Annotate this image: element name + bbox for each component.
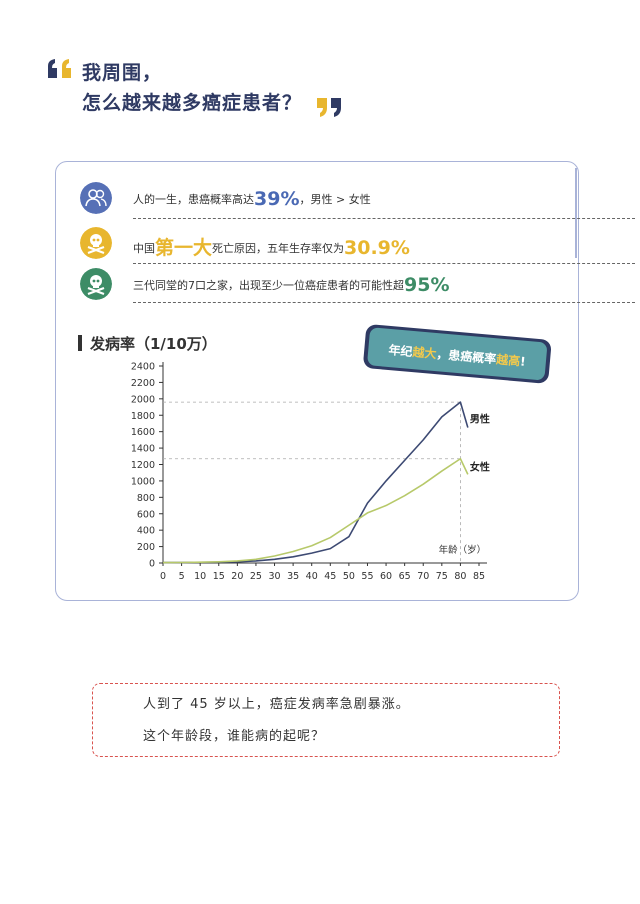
x-tick-label: 75 [436, 571, 448, 582]
y-tick-label: 1800 [131, 411, 155, 422]
chart-title-text: 发病率（1/10万） [90, 335, 217, 353]
banner-part-3: ，患癌概率 [436, 346, 497, 366]
fact-2-before: 中国 [133, 242, 155, 255]
series-line-female [162, 457, 469, 564]
y-tick-label: 800 [137, 493, 155, 504]
x-tick-label: 20 [231, 571, 243, 582]
series-label-female: 女性 [470, 460, 490, 473]
fact-2-highlight: 第一大 [155, 237, 213, 259]
divider [133, 263, 635, 264]
fact-text-2: 中国第一大死亡原因，五年生存率仅为30.9% [133, 233, 410, 260]
fact-1-before: 人的一生，患癌概率高达 [133, 193, 254, 206]
y-tick-label: 0 [149, 559, 155, 570]
y-tick-label: 1000 [131, 476, 155, 487]
y-tick-label: 600 [137, 509, 155, 520]
quote-left-icon [48, 59, 71, 78]
x-tick-label: 30 [268, 571, 280, 582]
svg-text:年纪越大，患癌概率越高!: 年纪越大，患癌概率越高! [388, 342, 526, 369]
fact-2-highlight-2: 30.9% [344, 237, 410, 259]
series-label-male: 男性 [470, 413, 490, 426]
fact-1-after: ，男性 > 女性 [299, 193, 371, 206]
divider [133, 302, 635, 303]
y-tick-label: 1400 [131, 444, 155, 455]
title-bar-decoration [78, 335, 82, 351]
y-tick-label: 2400 [131, 362, 155, 373]
divider [133, 218, 635, 219]
y-tick-label: 400 [137, 526, 155, 537]
fact-row-3: 三代同堂的7口之家，出现至少一位癌症患者的可能性超95% [80, 264, 635, 304]
y-tick-label: 2200 [131, 378, 155, 389]
x-tick-label: 0 [160, 571, 166, 582]
banner-part-2: 越大 [411, 344, 437, 361]
people-icon [80, 182, 112, 214]
chart-title: 发病率（1/10万） [78, 333, 217, 354]
banner-part-1: 年纪 [388, 342, 413, 359]
skull-icon [80, 227, 112, 259]
note-box: 人到了 45 岁以上，癌症发病率急剧暴涨。 这个年龄段，谁能病的起呢？ [92, 683, 560, 757]
note-line-1: 人到了 45 岁以上，癌症发病率急剧暴涨。 [143, 697, 410, 712]
fact-text-3: 三代同堂的7口之家，出现至少一位癌症患者的可能性超95% [133, 274, 449, 296]
fact-3-before: 三代同堂的7口之家，出现至少一位癌症患者的可能性超 [133, 279, 404, 292]
x-tick-label: 55 [361, 571, 373, 582]
fact-2-after: 死亡原因，五年生存率仅为 [212, 242, 345, 255]
y-tick-label: 200 [137, 542, 155, 553]
page-title-line-2: 怎么越来越多癌症患者？ [82, 92, 303, 114]
x-tick-label: 10 [194, 571, 206, 582]
banner-part-4: 越高 [495, 351, 521, 368]
x-tick-label: 85 [473, 571, 485, 582]
info-card [55, 161, 579, 601]
note-line-2: 这个年龄段，谁能病的起呢？ [143, 729, 326, 744]
x-tick-label: 35 [287, 571, 299, 582]
x-tick-label: 45 [324, 571, 336, 582]
x-tick-label: 15 [213, 571, 225, 582]
x-tick-label: 50 [343, 571, 355, 582]
banner-part-5: ! [520, 354, 527, 368]
x-tick-label: 40 [306, 571, 318, 582]
x-tick-label: 25 [250, 571, 262, 582]
x-tick-label: 60 [380, 571, 392, 582]
quote-right-icon [317, 98, 341, 117]
x-axis-label: 年龄（岁） [439, 544, 487, 556]
x-tick-label: 80 [454, 571, 466, 582]
age-risk-banner: 年纪越大，患癌概率越高! [363, 324, 551, 384]
card-accent-decoration [575, 168, 577, 258]
x-tick-label: 5 [179, 571, 185, 582]
fact-text-1: 人的一生，患癌概率高达39%，男性 > 女性 [133, 188, 371, 210]
fact-row-2: 中国第一大死亡原因，五年生存率仅为30.9% [80, 223, 635, 264]
fact-3-highlight: 95% [404, 274, 450, 296]
series-line-male [163, 401, 469, 564]
fact-1-highlight: 39% [254, 188, 300, 210]
y-tick-label: 1200 [131, 460, 155, 471]
x-tick-label: 70 [417, 571, 429, 582]
page-title-line-1: 我周围， [82, 62, 163, 84]
title-block: 我周围， 怎么越来越多癌症患者？ [46, 58, 302, 118]
x-tick-label: 65 [399, 571, 411, 582]
fact-row-1: 人的一生，患癌概率高达39%，男性 > 女性 [80, 178, 635, 219]
y-tick-label: 2000 [131, 394, 155, 405]
y-tick-label: 1600 [131, 427, 155, 438]
skull-icon [80, 268, 112, 300]
